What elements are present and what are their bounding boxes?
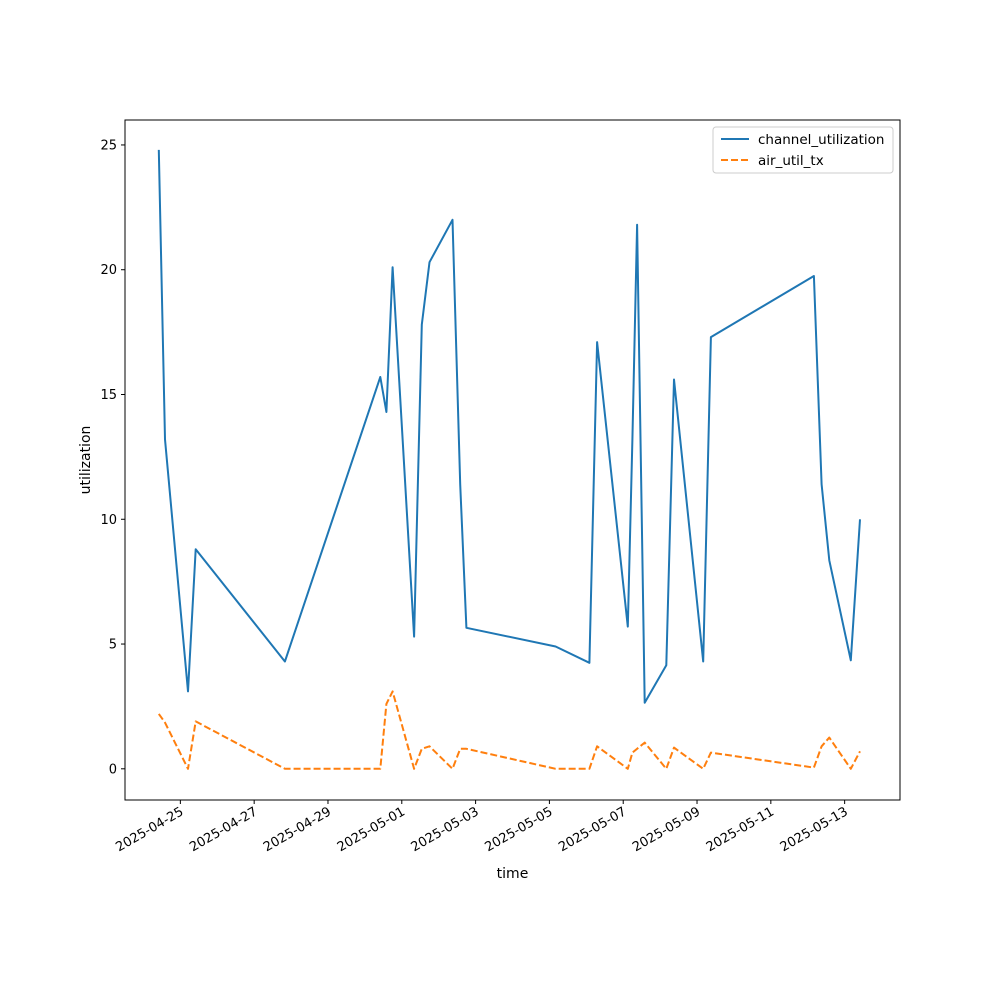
y-tick-label: 15 bbox=[100, 388, 117, 403]
y-tick-label: 25 bbox=[100, 138, 117, 153]
plot-series bbox=[157, 149, 861, 770]
series-line-channel-utilization bbox=[157, 149, 861, 704]
legend-box bbox=[712, 126, 894, 174]
series-line-air-util-tx bbox=[157, 690, 861, 770]
y-tick-label: 10 bbox=[100, 513, 117, 528]
y-tick-label: 5 bbox=[109, 638, 117, 653]
legend-label-air-util-tx: air_util_tx bbox=[758, 153, 824, 169]
x-axis-label: time bbox=[497, 866, 529, 882]
y-tick-label: 0 bbox=[109, 762, 117, 777]
y-axis-label: utilization bbox=[78, 426, 94, 495]
legend-label-channel-utilization: channel_utilization bbox=[758, 132, 885, 148]
y-axis: 0 5 10 15 20 25 bbox=[100, 138, 125, 777]
y-tick-label: 20 bbox=[100, 263, 117, 278]
plot-frame bbox=[124, 119, 901, 801]
legend: channel_utilization air_util_tx bbox=[712, 126, 894, 174]
